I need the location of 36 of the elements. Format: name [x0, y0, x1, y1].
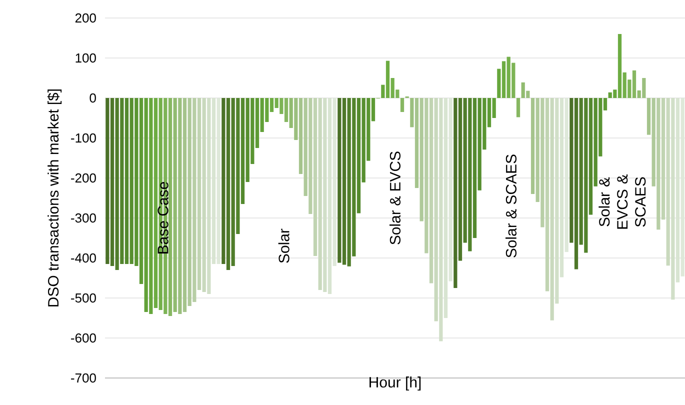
- y-tick-label: -300: [71, 213, 96, 223]
- bar: [294, 98, 298, 140]
- y-tick-label: -200: [71, 173, 96, 183]
- bar: [642, 78, 646, 98]
- bar: [632, 70, 636, 98]
- y-tick-label: -700: [71, 373, 96, 383]
- annotation: Base Case: [158, 182, 168, 254]
- bar: [526, 90, 530, 98]
- x-axis-title: Hour [h]: [370, 376, 421, 391]
- bar: [173, 98, 177, 312]
- bar: [646, 98, 651, 135]
- annotation: Solar & EVCS & SCAES: [598, 174, 646, 229]
- y-tick-label: 200: [75, 13, 96, 23]
- bar: [521, 82, 525, 98]
- y-tick-label: -600: [71, 333, 96, 343]
- bar: [400, 98, 404, 112]
- annotation: Solar & EVCS: [389, 152, 401, 244]
- y-axis-title: DSO transactions with market [$]: [47, 89, 62, 306]
- y-tick-label: -100: [71, 133, 96, 143]
- bar: [410, 98, 414, 128]
- y-tick-label: -400: [71, 253, 96, 263]
- bar: [182, 98, 187, 312]
- bar: [298, 98, 303, 174]
- y-tick-label: 100: [76, 53, 96, 63]
- bar: [178, 98, 182, 314]
- bar: [516, 98, 520, 118]
- bar: [414, 98, 419, 188]
- y-tick-label: -500: [71, 293, 96, 303]
- bar: [637, 90, 641, 98]
- bar: [168, 98, 172, 316]
- bar: [530, 98, 535, 194]
- bar: [289, 98, 293, 128]
- annotation: Solar & SCAES: [505, 154, 517, 258]
- bar: [284, 98, 288, 122]
- annotation: Solar: [278, 228, 290, 263]
- y-tick-label: 0: [90, 93, 96, 103]
